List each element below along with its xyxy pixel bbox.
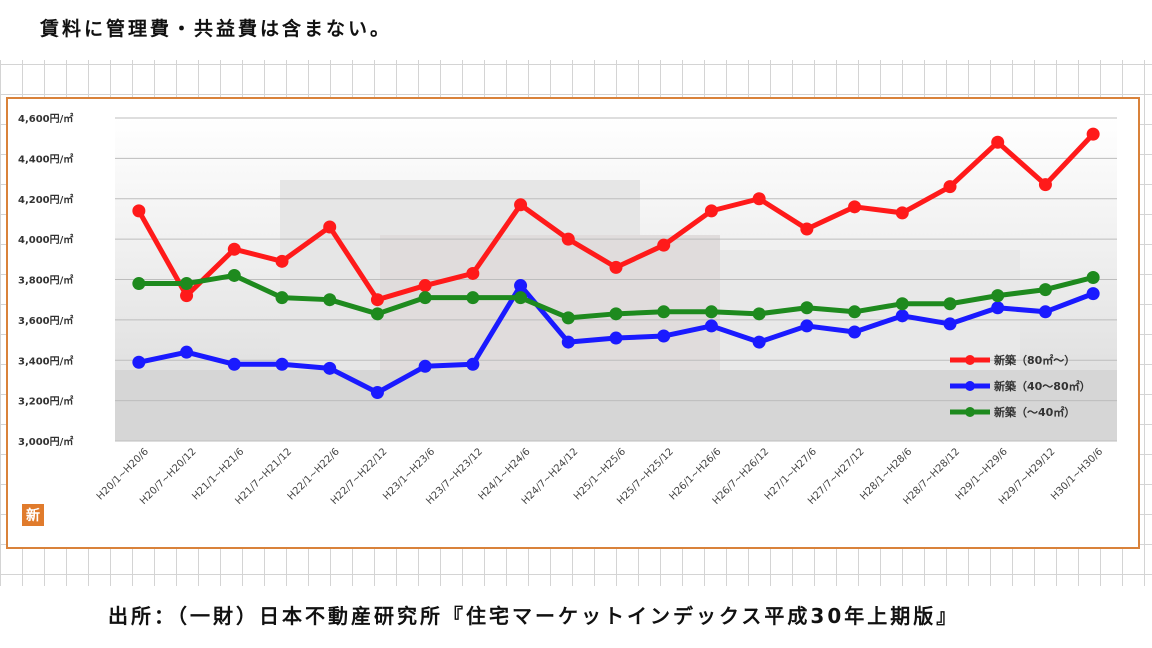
data-point <box>466 266 480 280</box>
y-tick-label: 3,200円/㎡ <box>18 395 73 408</box>
data-point <box>418 279 432 293</box>
data-point <box>1086 127 1100 141</box>
data-point <box>1038 305 1052 319</box>
y-tick-label: 3,600円/㎡ <box>18 314 73 327</box>
data-point <box>800 222 814 236</box>
data-point <box>895 297 909 311</box>
data-point <box>561 335 575 349</box>
data-point <box>609 260 623 274</box>
legend-label: 新築（～40㎡） <box>994 405 1075 419</box>
series-2 <box>132 268 1100 325</box>
data-point <box>227 242 241 256</box>
data-point <box>466 357 480 371</box>
data-point <box>943 317 957 331</box>
data-point <box>752 335 766 349</box>
legend-swatch-marker <box>965 355 975 365</box>
data-point <box>609 307 623 321</box>
series-1 <box>132 279 1100 400</box>
data-point <box>227 357 241 371</box>
data-point <box>848 325 862 339</box>
legend-label: 新築（80㎡～） <box>994 353 1075 367</box>
data-point <box>1086 287 1100 301</box>
legend-label: 新築（40～80㎡） <box>994 379 1091 393</box>
legend-item: 新築（40～80㎡） <box>950 379 1091 393</box>
data-point <box>561 311 575 325</box>
data-point <box>180 345 194 359</box>
data-point <box>180 277 194 291</box>
data-point <box>370 386 384 400</box>
source-note: 出所：（一財）日本不動産研究所『住宅マーケットインデックス平成30年上期版』 <box>108 604 960 628</box>
y-tick-label: 4,200円/㎡ <box>18 193 73 206</box>
data-point <box>704 305 718 319</box>
data-point <box>227 268 241 282</box>
data-point <box>275 357 289 371</box>
legend-swatch-marker <box>965 381 975 391</box>
data-point <box>991 135 1005 149</box>
data-point <box>370 307 384 321</box>
legend-item: 新築（～40㎡） <box>950 405 1075 419</box>
y-tick-label: 3,800円/㎡ <box>18 274 73 287</box>
y-axis-tick-labels: 4,600円/㎡ 4,400円/㎡ 4,200円/㎡ 4,000円/㎡ 3,800円/㎡… <box>18 112 73 448</box>
data-point <box>895 309 909 323</box>
top-white-band <box>0 0 1152 60</box>
logo-badge: 新 <box>22 504 44 526</box>
x-tick-label: H30/1~H30/6 <box>1049 446 1105 502</box>
data-point <box>848 305 862 319</box>
data-point <box>418 291 432 305</box>
legend: 新築（80㎡～） 新築（40～80㎡） 新築（～40㎡） <box>950 353 1091 419</box>
data-point <box>943 297 957 311</box>
series-layer <box>132 127 1100 400</box>
data-point <box>991 289 1005 303</box>
data-point <box>991 301 1005 315</box>
rent-note: 賃料に管理費・共益費は含まない。 <box>40 18 393 40</box>
y-tick-label: 4,600円/㎡ <box>18 112 73 125</box>
data-point <box>657 305 671 319</box>
data-point <box>370 293 384 307</box>
data-point <box>704 319 718 333</box>
data-point <box>704 204 718 218</box>
data-point <box>323 220 337 234</box>
legend-swatch-marker <box>965 407 975 417</box>
data-point <box>323 293 337 307</box>
data-point <box>943 180 957 194</box>
y-tick-label: 3,000円/㎡ <box>18 435 73 448</box>
data-point <box>657 238 671 252</box>
data-point <box>800 301 814 315</box>
y-gridlines <box>115 117 1117 442</box>
data-point <box>466 291 480 305</box>
data-point <box>323 361 337 375</box>
data-point <box>514 198 528 212</box>
data-point <box>800 319 814 333</box>
data-point <box>1038 178 1052 192</box>
data-point <box>561 232 575 246</box>
data-point <box>132 355 146 369</box>
data-point <box>514 291 528 305</box>
data-point <box>895 206 909 220</box>
data-point <box>275 254 289 268</box>
data-point <box>609 331 623 345</box>
y-tick-label: 4,400円/㎡ <box>18 152 73 165</box>
data-point <box>132 204 146 218</box>
x-axis-tick-labels: H20/1~H20/6H20/7~H20/12H21/1~H21/6H21/7~… <box>95 446 1105 507</box>
data-point <box>848 200 862 214</box>
y-tick-label: 4,000円/㎡ <box>18 233 73 246</box>
data-point <box>132 277 146 291</box>
data-point <box>514 279 528 293</box>
data-point <box>1038 283 1052 297</box>
data-point <box>275 291 289 305</box>
data-point <box>657 329 671 343</box>
data-point <box>752 192 766 206</box>
data-point <box>1086 270 1100 284</box>
data-point <box>752 307 766 321</box>
data-point <box>418 359 432 373</box>
series-0 <box>132 127 1100 307</box>
y-tick-label: 3,400円/㎡ <box>18 354 73 367</box>
legend-item: 新築（80㎡～） <box>950 353 1075 367</box>
bottom-white-band <box>0 586 1152 648</box>
data-point <box>180 289 194 303</box>
